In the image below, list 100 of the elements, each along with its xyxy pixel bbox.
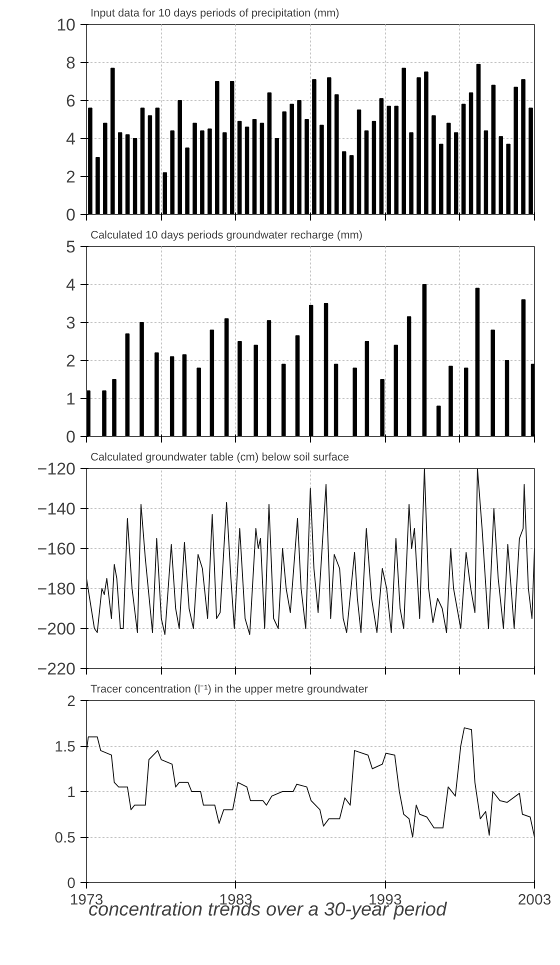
bar (475, 288, 480, 436)
bar (182, 354, 187, 436)
line-series (86, 468, 534, 635)
bar (103, 122, 108, 214)
bar (254, 344, 258, 436)
bar (290, 104, 294, 214)
bar (409, 132, 414, 214)
bar (110, 68, 115, 214)
bar (154, 352, 159, 436)
line-series (86, 727, 534, 838)
bar (125, 134, 130, 214)
bar (118, 132, 122, 214)
bar (320, 124, 324, 214)
bar (334, 94, 339, 214)
bar (468, 92, 474, 214)
bar (170, 356, 174, 436)
y-tick-label: −140 (37, 500, 76, 518)
bar (448, 366, 453, 436)
y-tick-label: 0 (66, 206, 76, 224)
bar (170, 130, 175, 214)
bar (416, 77, 421, 214)
y-tick-label: −120 (37, 460, 76, 478)
bar (334, 364, 338, 436)
bar (267, 92, 272, 214)
y-tick-label: −200 (37, 620, 76, 638)
bar (148, 115, 152, 214)
bar (327, 77, 332, 214)
bar (506, 144, 511, 214)
bar (491, 84, 496, 214)
bar (244, 126, 250, 214)
y-tick-label: 8 (66, 54, 76, 72)
bar (402, 68, 406, 214)
bar (281, 364, 286, 436)
bar (140, 108, 145, 214)
y-tick-label: −220 (37, 660, 76, 678)
bar (224, 318, 229, 436)
y-tick-label: 2 (67, 693, 76, 710)
y-tick-label: 1 (66, 390, 76, 408)
y-tick-label: 1.5 (54, 738, 76, 756)
bar (372, 120, 376, 214)
bar (266, 320, 272, 436)
bar (140, 322, 144, 436)
bar (352, 368, 357, 436)
bar (356, 110, 362, 214)
bar (282, 111, 287, 214)
x-tick-label: 2003 (518, 892, 552, 908)
bar (394, 106, 399, 214)
bar (432, 115, 436, 214)
bar (436, 406, 441, 436)
bar (490, 330, 495, 436)
bar (102, 390, 106, 436)
bar (125, 333, 130, 436)
bar (439, 144, 444, 214)
bar (476, 64, 481, 214)
bar (208, 128, 212, 214)
chart-title: Tracer concentration (l⁻¹) in the upper metre groundwater (90, 684, 368, 696)
bar (342, 151, 346, 214)
chart-title: Calculated groundwater table (cm) below soil surface (90, 452, 350, 464)
y-tick-label: 0 (67, 875, 76, 892)
bar (200, 130, 204, 214)
y-tick-label: 2 (66, 168, 76, 186)
chart-title: Calculated 10 days periods groundwater recharge (mm) (90, 230, 363, 242)
bar (215, 81, 220, 214)
bar (521, 299, 526, 436)
bar (464, 368, 468, 436)
bar (112, 379, 116, 436)
bar (297, 100, 302, 214)
bar (498, 136, 504, 214)
y-tick-label: 4 (66, 276, 76, 294)
bar (424, 72, 428, 214)
bar (185, 148, 190, 214)
bar (484, 130, 488, 214)
y-tick-label: −180 (37, 580, 76, 598)
bar (196, 368, 201, 436)
bar (394, 344, 398, 436)
bar (178, 100, 182, 214)
bar (514, 86, 518, 214)
bar (210, 330, 214, 436)
y-tick-label: −160 (37, 540, 76, 558)
bar (406, 316, 412, 436)
bar (192, 122, 197, 214)
bar (96, 157, 100, 214)
bar (260, 122, 264, 214)
bar (132, 138, 138, 214)
bar (364, 130, 369, 214)
bar (252, 119, 257, 214)
y-tick-label: 10 (56, 16, 76, 34)
bar (222, 132, 227, 214)
y-tick-label: 2 (66, 352, 76, 370)
bar (364, 341, 370, 436)
y-tick-label: 3 (66, 314, 76, 332)
y-tick-label: 0.5 (54, 830, 76, 846)
bar (295, 335, 300, 436)
y-tick-label: 0 (66, 428, 76, 446)
y-tick-label: 5 (66, 238, 76, 256)
bar (422, 284, 427, 436)
y-tick-label: 6 (66, 92, 76, 110)
chart-title: Input data for 10 days periods of precipitation (mm) (90, 8, 340, 20)
bar (504, 360, 510, 436)
bar (521, 79, 526, 214)
